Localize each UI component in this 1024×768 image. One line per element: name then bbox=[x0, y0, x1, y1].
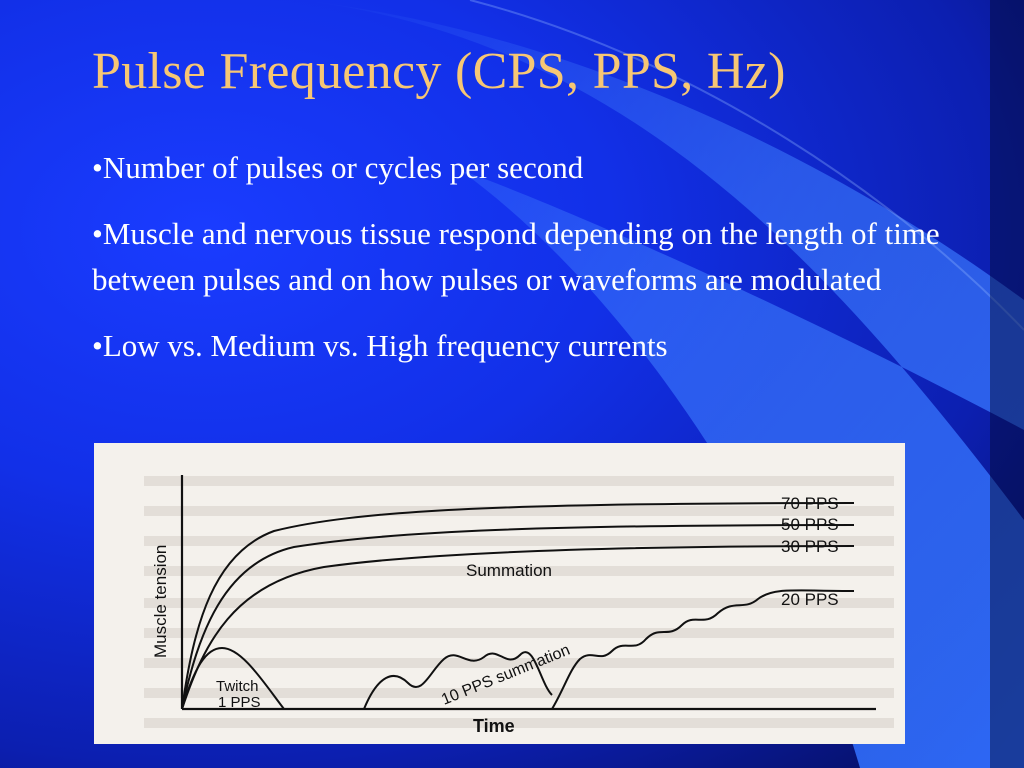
label-70pps: 70 PPS bbox=[781, 494, 839, 513]
curve-30pps bbox=[181, 545, 855, 710]
label-30pps: 30 PPS bbox=[781, 537, 839, 556]
curve-twitch-1pps bbox=[181, 646, 364, 710]
label-summation: Summation bbox=[466, 561, 552, 580]
bullet-item: •Muscle and nervous tissue respond depen… bbox=[92, 216, 940, 297]
muscle-tension-figure: Muscle tension Time 70 PPS 50 PPS 30 PPS… bbox=[94, 443, 905, 744]
curve-10pps-summation bbox=[363, 651, 553, 710]
curve-50pps bbox=[181, 524, 855, 710]
ylabel: Muscle tension bbox=[151, 545, 170, 658]
curve-20pps bbox=[551, 589, 855, 710]
label-twitch: Twitch bbox=[216, 678, 259, 695]
label-1pps: 1 PPS bbox=[218, 694, 261, 711]
label-20pps: 20 PPS bbox=[781, 590, 839, 609]
bullet-item: •Low vs. Medium vs. High frequency curre… bbox=[92, 328, 668, 363]
bullet-list: •Number of pulses or cycles per second •… bbox=[92, 145, 952, 369]
xlabel: Time bbox=[473, 716, 515, 736]
bullet-item: •Number of pulses or cycles per second bbox=[92, 150, 584, 185]
curve-70pps bbox=[181, 502, 855, 710]
label-10pps-summation: 10 PPS summation bbox=[439, 642, 572, 709]
slide-title: Pulse Frequency (CPS, PPS, Hz) bbox=[92, 43, 786, 100]
label-50pps: 50 PPS bbox=[781, 515, 839, 534]
